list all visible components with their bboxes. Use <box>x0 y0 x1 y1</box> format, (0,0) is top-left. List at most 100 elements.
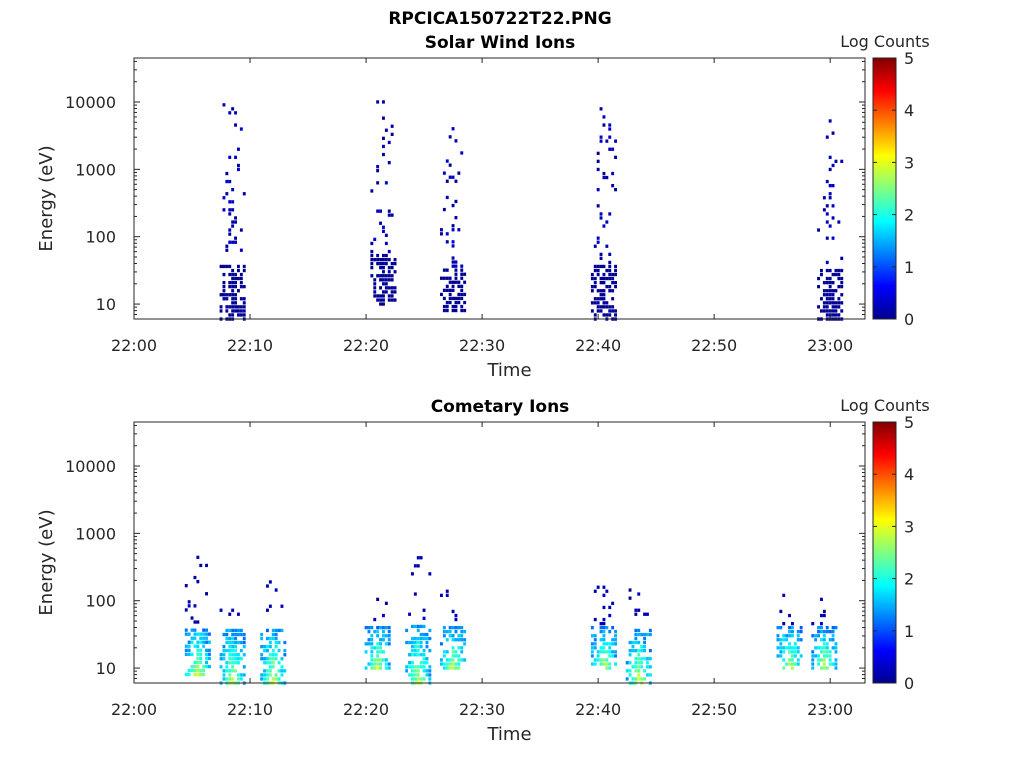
data-cell <box>614 285 617 289</box>
data-cell <box>605 285 609 289</box>
data-cell <box>791 666 794 670</box>
data-cell <box>643 636 646 641</box>
data-cell <box>596 151 600 155</box>
data-cell <box>268 580 272 584</box>
data-cell <box>228 228 232 232</box>
data-cell <box>408 653 411 657</box>
data-cell <box>419 636 423 641</box>
data-cell <box>408 673 411 677</box>
data-cell <box>596 272 600 277</box>
data-cell <box>614 264 617 269</box>
data-cell <box>782 634 786 638</box>
data-cell <box>208 664 211 669</box>
data-cell <box>268 604 272 608</box>
data-cell <box>416 556 420 560</box>
data-cell <box>199 648 203 652</box>
data-cell <box>205 628 208 632</box>
data-cell <box>384 241 388 246</box>
data-cell <box>440 292 443 297</box>
data-cell <box>228 313 232 317</box>
data-cell <box>451 626 455 630</box>
data-cell <box>460 268 464 272</box>
data-cell <box>445 308 449 313</box>
data-cell <box>776 646 780 650</box>
data-cell <box>234 653 237 657</box>
data-cell <box>599 662 603 666</box>
data-cell <box>231 653 235 657</box>
data-cell <box>831 646 835 650</box>
data-cell <box>614 309 617 313</box>
data-cell <box>442 171 446 175</box>
data-cell <box>370 666 374 670</box>
data-cell <box>608 135 612 139</box>
data-cell <box>608 630 612 634</box>
data-cell <box>825 309 829 313</box>
data-cell <box>791 650 794 654</box>
data-cell <box>280 669 284 673</box>
data-cell <box>242 673 246 677</box>
data-cell <box>199 640 203 644</box>
data-cell <box>596 585 600 589</box>
data-cell <box>590 634 594 638</box>
data-cell <box>454 272 458 276</box>
data-cell <box>384 278 388 282</box>
data-cell <box>799 638 803 642</box>
data-cell <box>382 253 385 258</box>
data-cell <box>219 665 223 669</box>
data-cell <box>413 665 417 669</box>
data-cell <box>840 281 844 285</box>
x-tick-label: 22:20 <box>343 700 389 719</box>
data-cell <box>271 632 275 637</box>
data-cell <box>382 144 385 149</box>
data-cell <box>234 628 237 633</box>
data-cell <box>448 292 452 297</box>
data-cell <box>390 266 394 270</box>
data-cell <box>837 268 841 273</box>
data-cell <box>242 264 246 269</box>
data-cell <box>231 208 235 212</box>
data-cell <box>225 192 229 196</box>
data-cell <box>440 593 443 597</box>
data-cell <box>280 657 284 661</box>
data-cell <box>602 301 606 305</box>
data-cell <box>184 584 188 588</box>
data-cell <box>239 272 243 277</box>
data-cell <box>820 613 823 618</box>
data-cell <box>445 232 449 236</box>
data-cell <box>614 139 617 143</box>
colorbar-tick-label: 0 <box>904 674 914 693</box>
data-cell <box>260 636 264 641</box>
data-cell <box>596 236 600 240</box>
data-cell <box>393 298 397 302</box>
data-cell <box>390 294 394 298</box>
data-cell <box>608 276 612 281</box>
data-cell <box>457 280 461 284</box>
data-cell <box>373 666 377 670</box>
data-cell <box>822 208 826 212</box>
data-cell <box>237 264 240 269</box>
data-cell <box>202 640 206 644</box>
data-cell <box>451 228 455 232</box>
data-cell <box>393 262 397 266</box>
data-cell <box>602 658 606 662</box>
data-cell <box>422 632 426 637</box>
data-cell <box>376 209 380 213</box>
data-cell <box>457 646 461 650</box>
data-cell <box>387 140 391 145</box>
data-cell <box>228 677 232 681</box>
data-cell <box>599 309 603 313</box>
data-cell <box>637 653 641 657</box>
data-cell <box>828 293 832 297</box>
data-cell <box>820 630 823 634</box>
data-cell <box>640 649 644 653</box>
data-cells <box>219 100 844 321</box>
data-cell <box>442 296 446 301</box>
data-cell <box>605 313 609 317</box>
data-cell <box>234 645 237 649</box>
data-cell <box>234 111 237 115</box>
data-cell <box>831 626 835 630</box>
data-cell <box>605 305 609 309</box>
data-cell <box>828 167 832 172</box>
data-cell <box>822 613 826 618</box>
data-cell <box>222 297 226 301</box>
